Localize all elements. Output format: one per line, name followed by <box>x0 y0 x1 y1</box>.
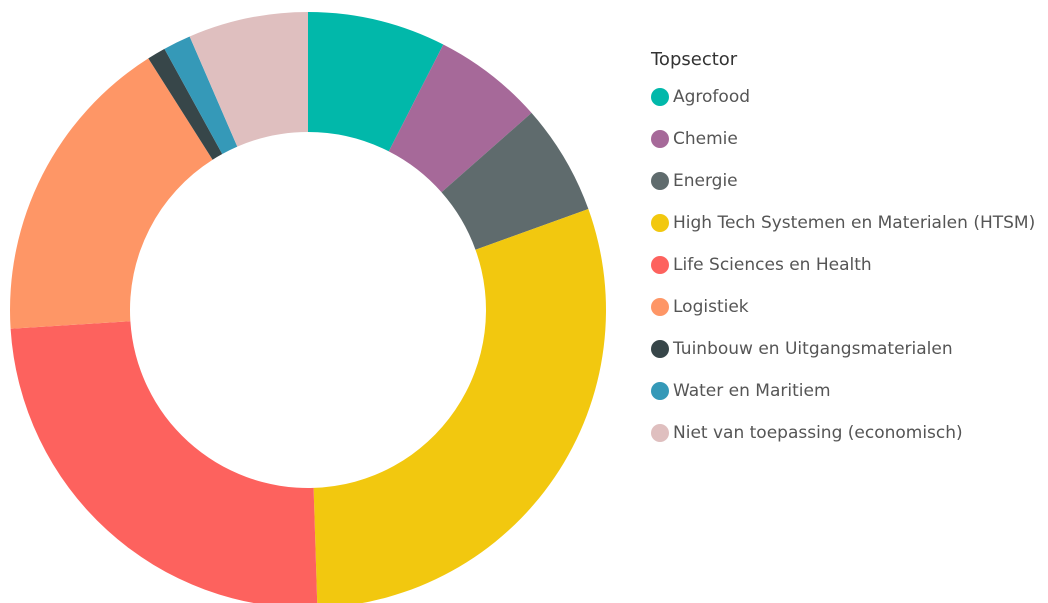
legend-marker-icon <box>651 172 669 190</box>
legend-item[interactable]: Water en Maritiem <box>651 370 1035 412</box>
legend-label: Energie <box>673 171 738 191</box>
donut-chart <box>9 12 606 603</box>
legend-item[interactable]: Niet van toepassing (economisch) <box>651 412 1035 454</box>
legend-item[interactable]: Tuinbouw en Uitgangsmaterialen <box>651 328 1035 370</box>
slice-life-sciences-en-health[interactable] <box>10 321 318 603</box>
legend-label: Water en Maritiem <box>673 381 831 401</box>
legend-label: Niet van toepassing (economisch) <box>673 423 963 443</box>
legend-item[interactable]: Logistiek <box>651 286 1035 328</box>
legend-marker-icon <box>651 88 669 106</box>
legend-label: Agrofood <box>673 87 751 107</box>
legend-label: Logistiek <box>673 297 749 317</box>
legend-item[interactable]: Chemie <box>651 118 1035 160</box>
legend-marker-icon <box>651 214 669 232</box>
slice-logistiek[interactable] <box>9 58 213 329</box>
slice-agrofood[interactable] <box>308 12 444 152</box>
legend-item[interactable]: Agrofood <box>651 76 1035 118</box>
legend-marker-icon <box>651 256 669 274</box>
legend-item[interactable]: Energie <box>651 160 1035 202</box>
slice-tuinbouw-en-uitgangsmaterialen[interactable] <box>148 48 223 160</box>
legend-item[interactable]: High Tech Systemen en Materialen (HTSM) <box>651 202 1035 244</box>
slice-energie[interactable] <box>441 112 589 250</box>
legend-marker-icon <box>651 298 669 316</box>
legend-label: Life Sciences en Health <box>673 255 872 275</box>
slice-niet-van-toepassing-economisch[interactable] <box>189 12 308 147</box>
slice-chemie[interactable] <box>388 44 532 193</box>
legend-title: Topsector <box>651 49 738 70</box>
legend-marker-icon <box>651 382 669 400</box>
slice-high-tech-systemen-en-materialen-htsm[interactable] <box>313 209 606 603</box>
legend-marker-icon <box>651 340 669 358</box>
legend-label: Chemie <box>673 129 738 149</box>
legend-marker-icon <box>651 130 669 148</box>
legend-items: Agrofood Chemie Energie High Tech Systemen … <box>651 76 1035 454</box>
legend-label: Tuinbouw en Uitgangsmaterialen <box>673 339 953 359</box>
slice-water-en-maritiem[interactable] <box>164 36 238 155</box>
legend-marker-icon <box>651 424 669 442</box>
legend: Topsector Agrofood Chemie Energie High Tech… <box>651 48 1035 454</box>
legend-item[interactable]: Life Sciences en Health <box>651 244 1035 286</box>
legend-label: High Tech Systemen en Materialen (HTSM) <box>673 213 1036 233</box>
